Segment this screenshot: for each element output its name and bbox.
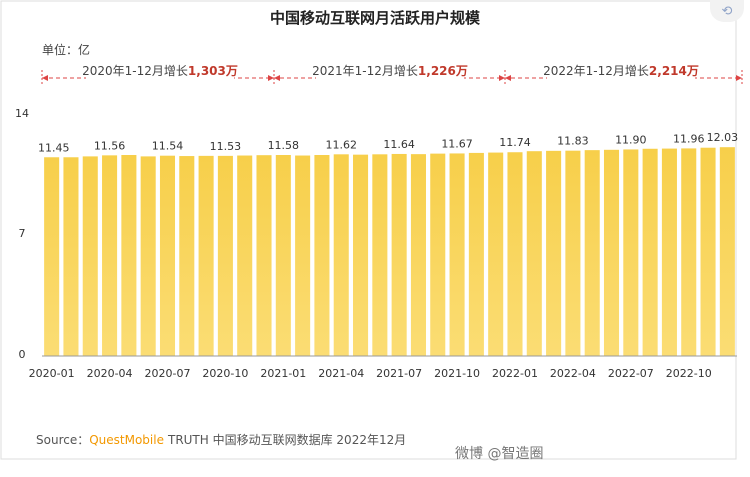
arrow-left-icon bbox=[42, 75, 48, 81]
data-label-2020-07: 11.54 bbox=[152, 140, 184, 153]
bar-2022-06 bbox=[603, 149, 620, 356]
bar-2020-06 bbox=[140, 156, 156, 356]
arrow-left-icon bbox=[274, 75, 280, 81]
growth-label-2021: 2021年1-12月增长1,226万 bbox=[312, 64, 468, 78]
corner-action-icon[interactable]: ⟲ bbox=[710, 0, 744, 22]
x-tick-label-2022-07: 2022-07 bbox=[608, 367, 654, 380]
arrow-right-icon bbox=[736, 75, 742, 81]
bar-2022-11 bbox=[700, 147, 716, 356]
x-tick-label-2021-01: 2021-01 bbox=[260, 367, 306, 380]
data-label-2021-04: 11.62 bbox=[325, 138, 357, 151]
arrow-right-icon bbox=[268, 75, 274, 81]
bar-2022-12 bbox=[719, 147, 735, 356]
bar-2022-03 bbox=[546, 150, 562, 356]
unit-label: 单位：亿 bbox=[42, 42, 90, 57]
x-tick-label-2020-04: 2020-04 bbox=[87, 367, 133, 380]
data-label-2022-12: 12.03 bbox=[707, 131, 739, 144]
growth-label-2022: 2022年1-12月增长2,214万 bbox=[543, 64, 699, 78]
bar-2020-09 bbox=[198, 155, 214, 356]
x-ticks-group: 2020-01 2020-04 2020-07 2020-10 2021-01 2021-… bbox=[29, 367, 712, 380]
bar-2020-05 bbox=[121, 155, 137, 356]
source-line: Source：QuestMobile TRUTH 中国移动互联网数据库 2022年… bbox=[36, 432, 406, 447]
data-label-2022-04: 11.83 bbox=[557, 135, 589, 148]
x-tick-label-2020-07: 2020-07 bbox=[145, 367, 191, 380]
bar-2021-06 bbox=[372, 154, 388, 356]
bar-2022-07 bbox=[623, 149, 639, 356]
bar-2021-12 bbox=[488, 152, 504, 356]
data-label-2021-10: 11.67 bbox=[441, 137, 473, 150]
bar-2021-01 bbox=[275, 155, 291, 356]
watermark: 微博 @智造圈 bbox=[455, 445, 543, 462]
bar-2022-09 bbox=[661, 148, 677, 356]
bar-2020-10 bbox=[217, 155, 233, 356]
x-tick-label-2022-04: 2022-04 bbox=[550, 367, 596, 380]
bar-2021-05 bbox=[353, 154, 369, 356]
data-label-2022-01: 11.74 bbox=[499, 136, 531, 149]
bar-2022-10 bbox=[681, 148, 697, 356]
bar-2020-07 bbox=[159, 155, 176, 356]
data-label-2021-01: 11.58 bbox=[268, 139, 300, 152]
bar-2020-03 bbox=[82, 156, 98, 356]
y-tick-label: 0 bbox=[19, 348, 26, 361]
bar-2021-09 bbox=[430, 153, 446, 356]
growth-label-2020: 2020年1-12月增长1,303万 bbox=[82, 64, 238, 78]
bar-2022-08 bbox=[642, 148, 658, 356]
y-tick-label: 14 bbox=[15, 107, 29, 120]
growth-label-bg bbox=[86, 62, 234, 79]
arrow-left-icon bbox=[505, 75, 511, 81]
x-tick-label-2022-01: 2022-01 bbox=[492, 367, 538, 380]
bar-2020-02 bbox=[63, 157, 79, 356]
bar-2022-04 bbox=[565, 150, 581, 356]
data-label-2020-10: 11.53 bbox=[210, 140, 242, 153]
x-tick-label-2021-07: 2021-07 bbox=[376, 367, 422, 380]
y-tick-label: 7 bbox=[19, 227, 26, 240]
chart-title: 中国移动互联网月活跃用户规模 bbox=[270, 9, 481, 27]
bar-2020-04 bbox=[102, 155, 118, 356]
bars-group bbox=[44, 147, 735, 356]
x-tick-label-2022-10: 2022-10 bbox=[666, 367, 712, 380]
data-label-2021-07: 11.64 bbox=[383, 138, 415, 151]
bar-2021-08 bbox=[410, 154, 426, 356]
bar-2022-05 bbox=[584, 150, 600, 356]
x-tick-label-2021-10: 2021-10 bbox=[434, 367, 480, 380]
x-tick-label-2021-04: 2021-04 bbox=[318, 367, 364, 380]
chart-border bbox=[0, 0, 737, 460]
data-label-2020-01: 11.45 bbox=[38, 141, 70, 154]
bar-2021-03 bbox=[314, 155, 330, 356]
growth-label-bg bbox=[547, 62, 695, 79]
data-label-2020-04: 11.56 bbox=[94, 139, 126, 152]
data-label-2022-07: 11.90 bbox=[615, 133, 647, 146]
x-tick-label-2020-01: 2020-01 bbox=[29, 367, 75, 380]
bar-2022-02 bbox=[526, 151, 542, 356]
data-labels-group: 11.45 11.56 11.54 11.53 11.58 11.62 11.64 11.67… bbox=[38, 131, 738, 154]
bar-2020-01 bbox=[44, 157, 60, 356]
bar-2021-04 bbox=[333, 154, 349, 356]
bar-2022-01 bbox=[507, 152, 523, 356]
bar-2021-10 bbox=[449, 153, 465, 356]
bar-2020-12 bbox=[256, 155, 272, 356]
bar-2020-08 bbox=[179, 156, 195, 356]
arrow-right-icon bbox=[499, 75, 505, 81]
growth-label-bg bbox=[316, 62, 464, 79]
bar-2020-11 bbox=[237, 155, 253, 356]
x-tick-label-2020-10: 2020-10 bbox=[202, 367, 248, 380]
bar-2021-07 bbox=[391, 153, 407, 356]
bar-2021-11 bbox=[468, 152, 484, 356]
bar-2021-02 bbox=[295, 155, 311, 356]
data-label-2022-10: 11.96 bbox=[673, 132, 705, 145]
